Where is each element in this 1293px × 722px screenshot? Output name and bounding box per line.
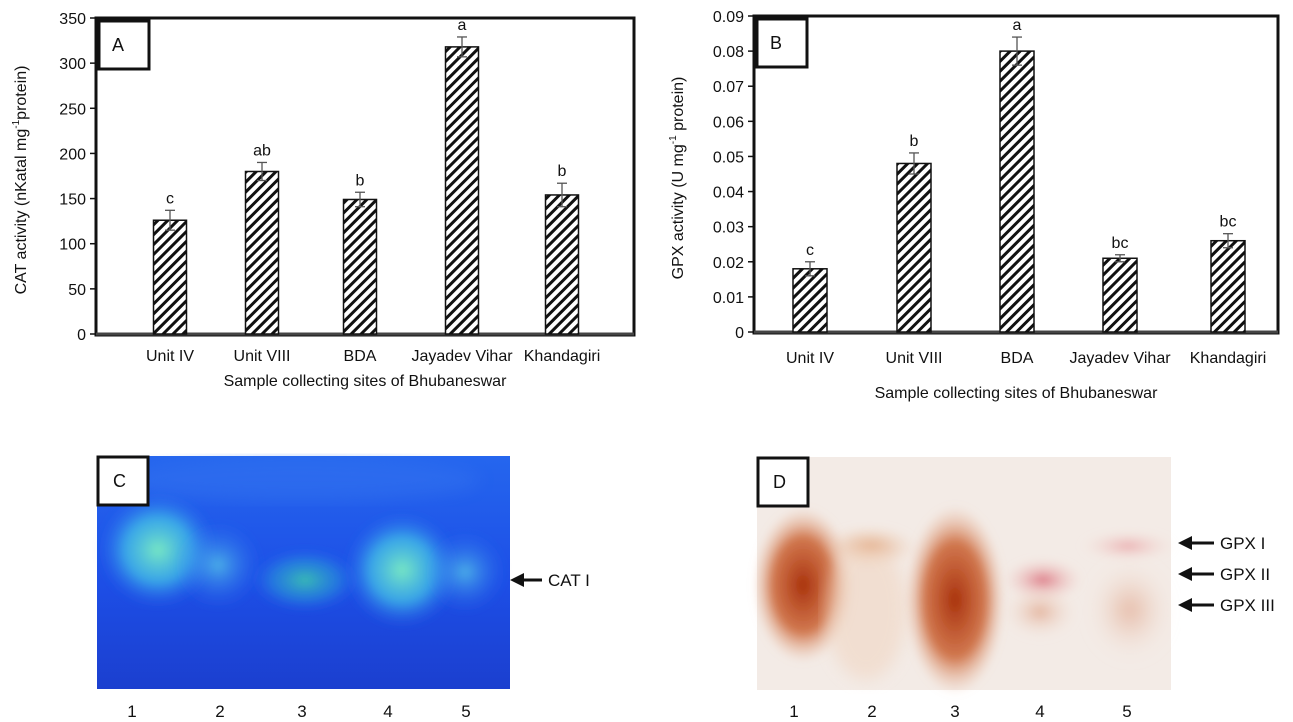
panel-b-error-bar-unit-iv: [805, 261, 815, 277]
gel-d-band-label-gpx-iii: GPX III: [1220, 596, 1275, 615]
gel-d-band-label-gpx-i: GPX I: [1220, 534, 1265, 553]
panel-a-xtick-unit-viii: Unit VIII: [234, 348, 291, 365]
panel-a-sig-label-bda: b: [356, 172, 365, 189]
panel-a-bar-khandagiri: [544, 194, 580, 335]
panel-a-xtick-khandagiri: Khandagiri: [524, 348, 601, 365]
panel-a-ytick-label: 250: [59, 101, 86, 118]
gel-d-lane-label-4: 4: [1035, 702, 1044, 721]
panel-b-ytick-label: 0.05: [713, 149, 744, 166]
panel-a-sig-label-jayadev-vihar: a: [458, 17, 467, 34]
gel-c-lane-label-3: 3: [297, 702, 306, 721]
panel-b-bar-unit-iv: [792, 268, 828, 333]
panel-b-sig-label-unit-iv: c: [806, 242, 814, 259]
panel-b-error-bar-khandagiri: [1223, 233, 1233, 249]
panel-b-xlabel: Sample collecting sites of Bhubaneswar: [875, 385, 1158, 402]
panel-a-ylabel: CAT activity (nKatal mg-1protein): [11, 66, 30, 295]
panel-b: c b a bc bc 0 0.01 0.02 0.03 0.04 0.05 0.06 0.07 0.0…: [668, 9, 1280, 402]
gel-c-lane-label-2: 2: [215, 702, 224, 721]
panel-b-ytick-label: 0.04: [713, 185, 744, 202]
panel-b-bar-khandagiri: [1210, 239, 1246, 333]
panel-a-ytick-label: 0: [77, 327, 86, 344]
panel-b-letter-box: [755, 17, 809, 69]
gel-c-lane-label-5: 5: [461, 702, 470, 721]
panel-a-ytick-label: 50: [68, 282, 86, 299]
panel-b-sig-label-jayadev-vihar: bc: [1112, 235, 1129, 252]
gel-c-lane-label-1: 1: [127, 702, 136, 721]
panel-a-error-bar-khandagiri: [557, 182, 567, 208]
gel-c-letter: C: [113, 471, 126, 491]
gel-d-arrow-gpx-ii: [1178, 567, 1214, 581]
gel-c-letter-box: [96, 455, 150, 507]
panel-b-xtick-unit-viii: Unit VIII: [886, 350, 943, 367]
gel-d-lane-label-2: 2: [867, 702, 876, 721]
panel-a-ytick-label: 200: [59, 146, 86, 163]
panel-a-bar-unit-iv: [152, 219, 188, 335]
panel-a-letter-box: [97, 19, 151, 71]
panel-a-xtick-jayadev-vihar: Jayadev Vihar: [411, 348, 513, 365]
panel-a-xtick-bda: BDA: [344, 348, 377, 365]
panel-b-ylabel: GPX activity (U mg-1 protein): [668, 77, 687, 280]
gel-c-panel: C CAT I 1 2 3 4 5: [96, 455, 590, 721]
panel-b-bar-bda: [999, 50, 1035, 333]
panel-a-sig-label-unit-iv: c: [166, 190, 174, 207]
panel-b-ytick-label: 0: [735, 325, 744, 342]
panel-a-sig-label-unit-viii: ab: [253, 142, 271, 159]
panel-b-ytick-label: 0.07: [713, 79, 744, 96]
panel-b-xtick-jayadev-vihar: Jayadev Vihar: [1069, 350, 1171, 367]
gel-d-lane-label-3: 3: [950, 702, 959, 721]
panel-a-bar-jayadev-vihar: [444, 46, 480, 335]
panel-b-ytick-label: 0.06: [713, 114, 744, 131]
panel-a-sig-label-khandagiri: b: [558, 163, 567, 180]
panel-a-bar-bda: [342, 198, 378, 335]
panel-b-sig-label-khandagiri: bc: [1220, 214, 1237, 231]
gel-c-bands: [98, 458, 507, 628]
gel-d-panel: D GPX I GPX II GPX III 1 2 3 4 5: [753, 456, 1275, 721]
panel-a-ytick-label: 300: [59, 56, 86, 73]
panel-b-letter: B: [770, 33, 782, 53]
gel-d-letter: D: [773, 472, 786, 492]
panel-b-ytick-label: 0.03: [713, 220, 744, 237]
gel-d-lane-label-5: 5: [1122, 702, 1131, 721]
panel-a-ytick-label: 150: [59, 192, 86, 209]
gel-c-arrow: [510, 573, 542, 587]
gel-c-band-label-cat-i: CAT I: [548, 571, 590, 590]
gel-d-lane-label-1: 1: [789, 702, 798, 721]
panel-b-sig-label-bda: a: [1013, 17, 1022, 34]
panel-b-error-bar-unit-viii: [909, 152, 919, 175]
gel-d-arrow-gpx-iii: [1178, 598, 1214, 612]
gel-d-band-label-gpx-ii: GPX II: [1220, 565, 1270, 584]
panel-b-bar-jayadev-vihar: [1102, 257, 1138, 333]
panel-a-xtick-unit-iv: Unit IV: [146, 348, 194, 365]
panel-b-xtick-unit-iv: Unit IV: [786, 350, 834, 367]
panel-a-ytick-label: 350: [59, 11, 86, 28]
panel-b-error-bar-bda: [1012, 36, 1022, 66]
gel-d-bands: [753, 505, 1176, 695]
panel-b-error-bar-jayadev-vihar: [1115, 254, 1125, 263]
panel-b-ytick-label: 0.02: [713, 255, 744, 272]
panel-b-bar-unit-viii: [896, 162, 932, 333]
panel-a-xlabel: Sample collecting sites of Bhubaneswar: [224, 373, 507, 390]
panel-a-bar-unit-viii: [244, 170, 280, 335]
panel-b-ytick-label: 0.09: [713, 9, 744, 26]
panel-a-error-bar-unit-viii: [257, 161, 267, 182]
panel-a-error-bar-unit-iv: [165, 209, 175, 231]
panel-b-xtick-bda: BDA: [1001, 350, 1034, 367]
panel-b-ytick-label: 0.01: [713, 290, 744, 307]
panel-a-letter: A: [112, 35, 124, 55]
panel-b-sig-label-unit-viii: b: [910, 133, 919, 150]
panel-b-xtick-khandagiri: Khandagiri: [1190, 350, 1267, 367]
gel-d-arrow-gpx-i: [1178, 536, 1214, 550]
gel-d-letter-box: [756, 456, 810, 508]
panel-a-error-bar-jayadev-vihar: [457, 36, 467, 58]
panel-a-ytick-label: 100: [59, 237, 86, 254]
panel-b-ytick-label: 0.08: [713, 44, 744, 61]
gel-c-lane-label-4: 4: [383, 702, 392, 721]
panel-a-error-bar-bda: [355, 191, 365, 208]
